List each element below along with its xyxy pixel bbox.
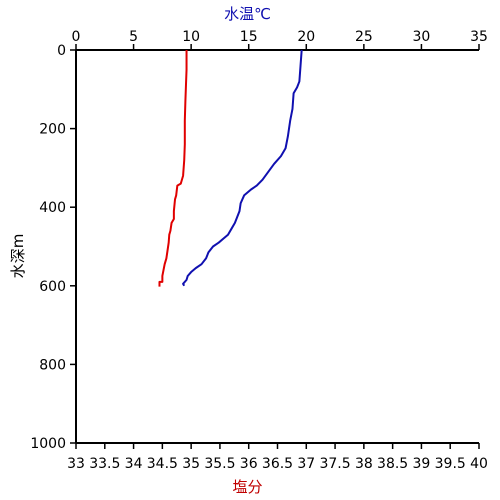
- bottom-tick-label: 34: [125, 456, 143, 472]
- salinity-profile-line: [158, 50, 188, 287]
- top-tick-label: 25: [355, 29, 373, 45]
- bottom-tick-label: 39: [413, 456, 431, 472]
- left-tick-label: 600: [39, 279, 66, 295]
- bottom-tick-label: 36.5: [262, 456, 293, 472]
- temperature-profile-line: [182, 49, 303, 287]
- top-axis-title: 水温℃: [224, 5, 271, 23]
- bottom-tick-label: 38.5: [377, 456, 408, 472]
- bottom-axis-title: 塩分: [232, 478, 262, 496]
- bottom-tick-label: 33: [67, 456, 85, 472]
- left-axis-title: 水深m: [9, 234, 27, 279]
- bottom-tick-label: 38: [355, 456, 373, 472]
- left-tick-label: 800: [39, 357, 66, 373]
- axes: [70, 44, 480, 449]
- top-tick-label: 10: [182, 29, 200, 45]
- top-tick-label: 20: [297, 29, 315, 45]
- series-layer: [158, 49, 303, 287]
- bottom-tick-label: 35: [182, 456, 200, 472]
- bottom-tick-label: 36: [240, 456, 258, 472]
- bottom-tick-label: 35.5: [204, 456, 235, 472]
- bottom-tick-label: 37.5: [319, 456, 350, 472]
- top-tick-label: 30: [413, 29, 431, 45]
- bottom-tick-label: 40: [470, 456, 488, 472]
- top-tick-label: 15: [240, 29, 258, 45]
- left-tick-label: 1000: [30, 436, 66, 452]
- top-tick-label: 35: [470, 29, 488, 45]
- bottom-tick-label: 33.5: [89, 456, 120, 472]
- bottom-tick-label: 34.5: [147, 456, 178, 472]
- bottom-tick-label: 39.5: [435, 456, 466, 472]
- left-tick-label: 0: [57, 43, 66, 59]
- top-tick-label: 5: [129, 29, 138, 45]
- left-tick-label: 400: [39, 200, 66, 216]
- left-tick-label: 200: [39, 122, 66, 138]
- top-tick-label: 0: [72, 29, 81, 45]
- bottom-tick-label: 37: [297, 456, 315, 472]
